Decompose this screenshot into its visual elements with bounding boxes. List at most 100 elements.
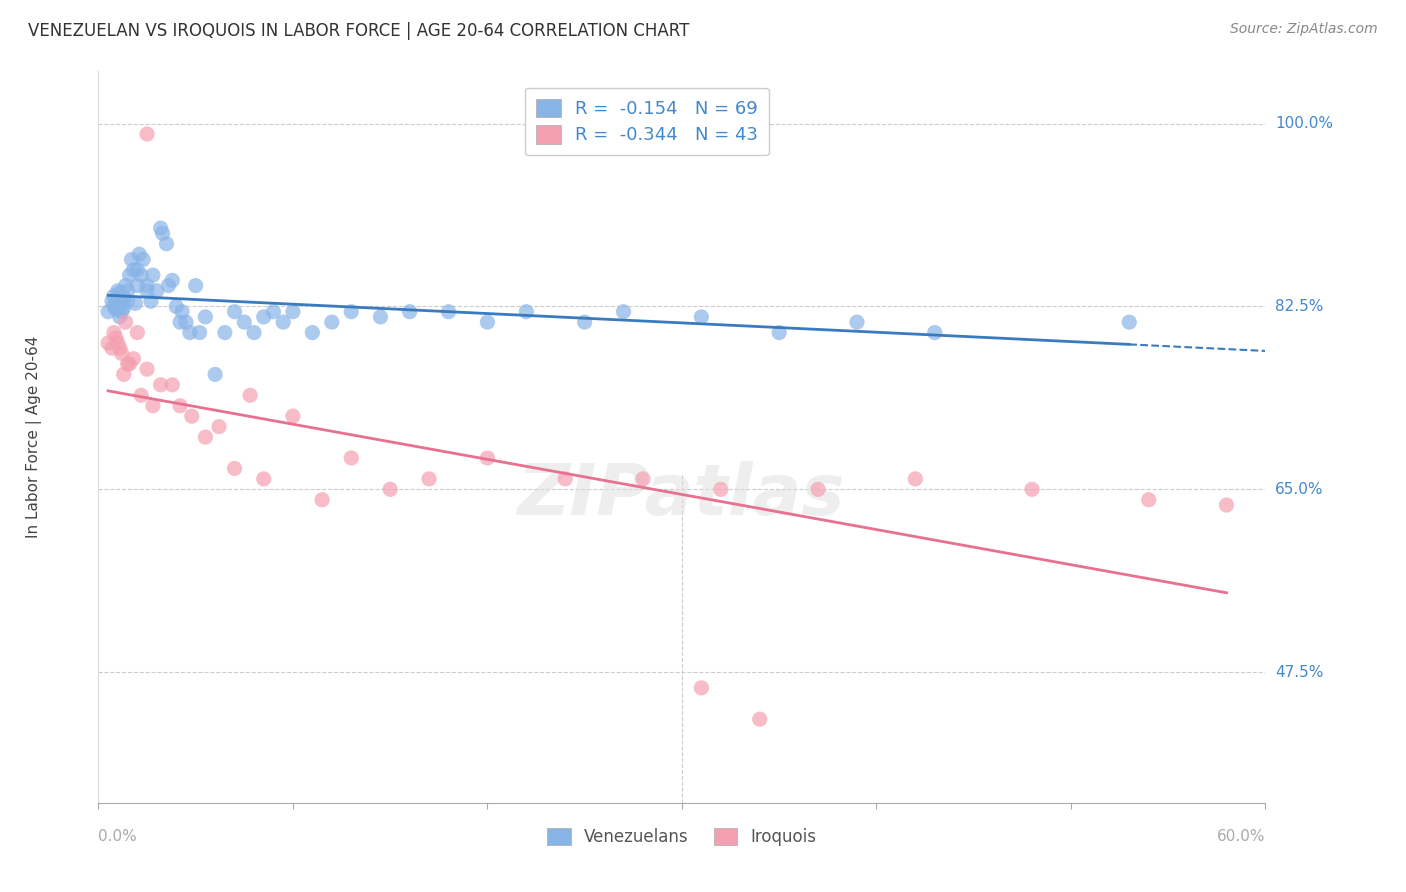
Point — [243, 326, 266, 340]
Point — [690, 681, 713, 695]
Point — [103, 300, 125, 314]
Point — [179, 326, 201, 340]
Point — [194, 430, 217, 444]
Point — [924, 326, 946, 340]
Point — [142, 268, 165, 282]
Text: 82.5%: 82.5% — [1275, 299, 1323, 314]
Point — [122, 263, 145, 277]
Point — [108, 285, 131, 300]
Point — [690, 310, 713, 324]
Point — [104, 302, 127, 317]
Point — [904, 472, 927, 486]
Point — [112, 368, 135, 382]
Point — [136, 278, 159, 293]
Point — [97, 336, 120, 351]
Point — [169, 315, 191, 329]
Legend: Venezuelans, Iroquois: Venezuelans, Iroquois — [541, 822, 823, 853]
Point — [262, 304, 284, 318]
Point — [127, 326, 149, 340]
Point — [224, 304, 246, 318]
Point — [142, 399, 165, 413]
Point — [224, 461, 246, 475]
Point — [233, 315, 256, 329]
Point — [108, 310, 131, 324]
Point — [97, 304, 120, 318]
Point — [1021, 483, 1043, 497]
Point — [127, 278, 149, 293]
Point — [554, 472, 576, 486]
Text: 100.0%: 100.0% — [1275, 116, 1333, 131]
Text: ZIPatlas: ZIPatlas — [519, 461, 845, 530]
Point — [117, 294, 139, 309]
Point — [188, 326, 211, 340]
Point — [613, 304, 636, 318]
Point — [184, 278, 207, 293]
Point — [340, 304, 363, 318]
Point — [112, 301, 135, 315]
Text: 60.0%: 60.0% — [1218, 829, 1265, 844]
Point — [437, 304, 460, 318]
Point — [281, 304, 304, 318]
Point — [281, 409, 304, 424]
Point — [271, 315, 294, 329]
Point — [103, 289, 125, 303]
Point — [111, 346, 134, 360]
Point — [111, 304, 134, 318]
Point — [204, 368, 226, 382]
Point — [194, 310, 217, 324]
Point — [149, 377, 172, 392]
Point — [121, 252, 143, 267]
Point — [174, 315, 197, 329]
Point — [129, 268, 152, 282]
Point — [574, 315, 596, 329]
Point — [112, 291, 135, 305]
Point — [101, 341, 124, 355]
Point — [631, 472, 654, 486]
Point — [127, 263, 149, 277]
Point — [846, 315, 869, 329]
Point — [111, 296, 134, 310]
Point — [169, 399, 191, 413]
Text: 65.0%: 65.0% — [1275, 482, 1323, 497]
Point — [165, 300, 187, 314]
Point — [748, 712, 770, 726]
Point — [104, 296, 127, 310]
Point — [155, 236, 177, 251]
Text: VENEZUELAN VS IROQUOIS IN LABOR FORCE | AGE 20-64 CORRELATION CHART: VENEZUELAN VS IROQUOIS IN LABOR FORCE | … — [28, 22, 689, 40]
Point — [1137, 492, 1160, 507]
Point — [807, 483, 830, 497]
Point — [117, 284, 139, 298]
Point — [253, 472, 276, 486]
Point — [768, 326, 790, 340]
Point — [128, 247, 150, 261]
Point — [118, 357, 141, 371]
Point — [170, 304, 193, 318]
Point — [380, 483, 402, 497]
Point — [122, 351, 145, 366]
Point — [321, 315, 343, 329]
Point — [136, 284, 159, 298]
Point — [124, 296, 146, 310]
Point — [101, 294, 124, 309]
Point — [117, 357, 139, 371]
Point — [477, 315, 499, 329]
Point — [107, 284, 129, 298]
Point — [162, 377, 184, 392]
Point — [214, 326, 236, 340]
Point — [129, 388, 152, 402]
Point — [515, 304, 537, 318]
Point — [114, 278, 136, 293]
Point — [103, 326, 125, 340]
Point — [149, 221, 172, 235]
Point — [157, 278, 180, 293]
Point — [132, 252, 155, 267]
Point — [370, 310, 392, 324]
Point — [180, 409, 202, 424]
Point — [146, 284, 169, 298]
Point — [152, 227, 174, 241]
Point — [104, 331, 127, 345]
Point — [114, 315, 136, 329]
Text: 47.5%: 47.5% — [1275, 665, 1323, 680]
Text: Source: ZipAtlas.com: Source: ZipAtlas.com — [1230, 22, 1378, 37]
Point — [253, 310, 276, 324]
